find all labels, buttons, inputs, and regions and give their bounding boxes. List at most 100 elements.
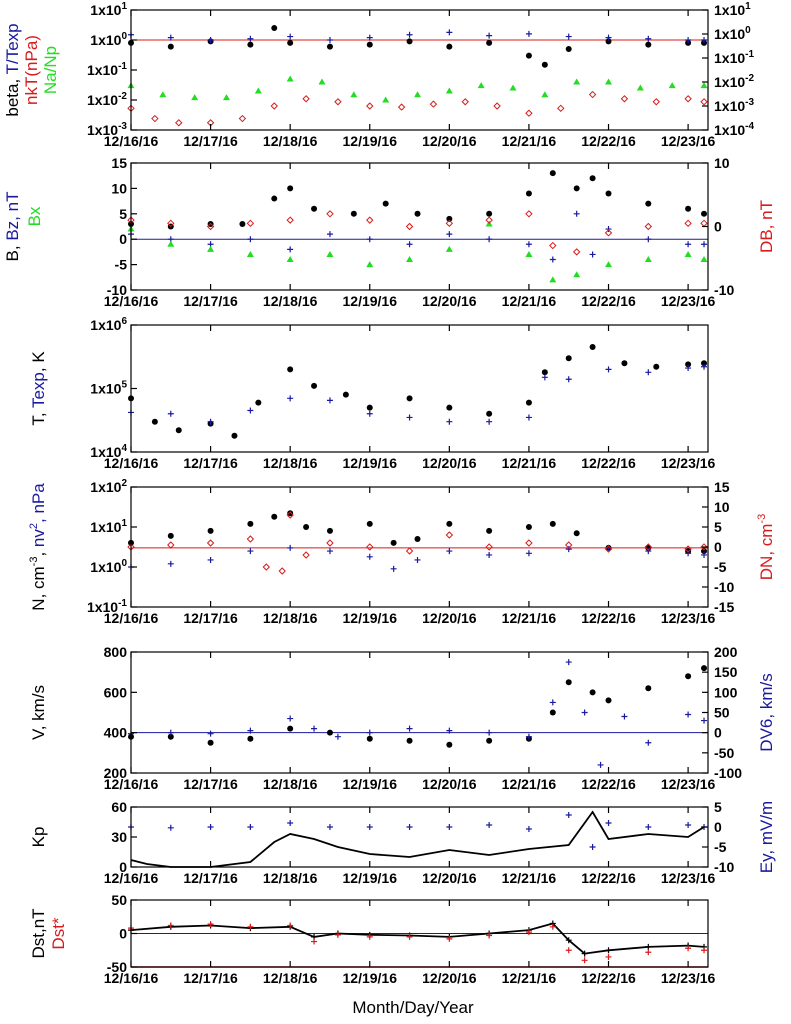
data-point bbox=[446, 43, 453, 50]
y-axis-label-left: T, Texp, K bbox=[29, 351, 48, 426]
data-point bbox=[366, 34, 373, 41]
series-T bbox=[128, 344, 708, 439]
y-tick-label-left: 1x100 bbox=[90, 558, 127, 575]
data-point bbox=[406, 256, 414, 263]
y-tick-label-right: 1x100 bbox=[714, 25, 751, 42]
data-point bbox=[366, 520, 373, 527]
data-point bbox=[287, 820, 294, 826]
data-point bbox=[549, 923, 556, 930]
data-point bbox=[271, 25, 278, 32]
data-point bbox=[326, 527, 333, 534]
data-point bbox=[334, 98, 342, 106]
data-point bbox=[486, 210, 493, 217]
x-tick-label: 12/17/16 bbox=[183, 610, 238, 626]
data-point bbox=[446, 548, 453, 555]
data-point bbox=[525, 539, 533, 547]
data-point bbox=[636, 84, 644, 91]
data-point bbox=[621, 360, 628, 367]
data-point bbox=[605, 261, 613, 268]
data-point bbox=[645, 548, 652, 555]
data-point bbox=[645, 685, 652, 692]
data-point bbox=[286, 511, 294, 519]
data-point bbox=[167, 824, 174, 831]
data-point bbox=[485, 216, 493, 224]
y-axis-label-left-2: Dst* bbox=[49, 917, 68, 950]
x-tick-label: 12/17/16 bbox=[183, 970, 238, 986]
data-point bbox=[366, 41, 373, 48]
data-point bbox=[326, 231, 333, 238]
series-nv2 bbox=[128, 544, 708, 572]
data-point bbox=[311, 382, 318, 389]
data-point bbox=[326, 210, 334, 218]
y-axis-label-left: Kp bbox=[29, 827, 48, 848]
data-point bbox=[604, 229, 613, 237]
data-point bbox=[700, 543, 708, 551]
data-point bbox=[588, 90, 597, 99]
data-point bbox=[167, 532, 174, 539]
data-point bbox=[605, 947, 612, 954]
data-point bbox=[445, 245, 453, 252]
data-point bbox=[486, 822, 493, 828]
data-point bbox=[557, 104, 565, 113]
data-point bbox=[207, 556, 214, 563]
x-tick-label: 12/22/16 bbox=[581, 870, 636, 886]
y-tick-label-right: 0 bbox=[714, 725, 722, 741]
data-point bbox=[701, 947, 708, 954]
data-point bbox=[700, 98, 708, 106]
x-tick-label: 12/22/16 bbox=[581, 970, 636, 986]
panel-V: 12/16/16 12/17/16 12/18/16 12/19/16 12/20/16… bbox=[29, 644, 776, 792]
data-point bbox=[206, 539, 215, 547]
y-axis-label-right: Ey, mV/m bbox=[757, 801, 776, 873]
y-tick-label-left: 0 bbox=[119, 231, 127, 247]
data-point bbox=[334, 733, 341, 740]
data-point bbox=[397, 103, 406, 111]
data-point bbox=[255, 399, 262, 406]
data-point bbox=[486, 39, 493, 46]
data-point bbox=[446, 418, 453, 425]
series-beta bbox=[128, 25, 708, 68]
series-V bbox=[128, 665, 708, 748]
data-point bbox=[366, 404, 373, 411]
data-point bbox=[238, 114, 247, 123]
data-point bbox=[525, 550, 532, 557]
y-tick-label-right: 0 bbox=[714, 539, 722, 555]
x-tick-label: 12/23/16 bbox=[661, 970, 716, 986]
panel-beta: 12/16/16 12/17/16 12/18/16 12/19/16 12/20/16… bbox=[3, 1, 754, 149]
data-point bbox=[287, 725, 294, 732]
data-point bbox=[326, 539, 334, 547]
data-point bbox=[311, 205, 318, 212]
series-T/Texp bbox=[128, 29, 708, 43]
y-axis-label-left-2: nkT(nPa) bbox=[22, 35, 41, 105]
y-tick-label-right: 100 bbox=[714, 684, 738, 700]
data-point bbox=[605, 190, 612, 197]
x-tick-label: 12/17/16 bbox=[183, 293, 238, 309]
data-point bbox=[159, 91, 167, 98]
data-point bbox=[645, 200, 652, 207]
data-point bbox=[406, 737, 413, 744]
data-point bbox=[525, 929, 532, 936]
data-point bbox=[685, 241, 692, 248]
data-point bbox=[167, 733, 174, 740]
data-point bbox=[207, 527, 214, 534]
data-point bbox=[167, 43, 174, 50]
data-point bbox=[311, 938, 318, 945]
data-point bbox=[605, 34, 612, 41]
data-point bbox=[406, 395, 413, 402]
data-point bbox=[167, 219, 175, 228]
data-point bbox=[541, 91, 549, 98]
data-point bbox=[207, 921, 214, 928]
y-tick-label-right: 0 bbox=[714, 219, 722, 235]
data-point bbox=[565, 546, 572, 553]
x-tick-label: 12/18/16 bbox=[263, 293, 318, 309]
data-point bbox=[262, 563, 271, 571]
x-tick-label: 12/18/16 bbox=[263, 133, 318, 149]
data-point bbox=[406, 933, 413, 940]
series-Kp bbox=[130, 810, 705, 868]
data-point bbox=[653, 363, 660, 370]
y-tick-label-right: 1x10-2 bbox=[714, 73, 754, 90]
data-point bbox=[565, 46, 572, 53]
x-tick-label: 12/21/16 bbox=[502, 610, 557, 626]
data-point bbox=[287, 246, 294, 253]
data-point bbox=[287, 366, 294, 373]
data-point bbox=[246, 219, 255, 228]
